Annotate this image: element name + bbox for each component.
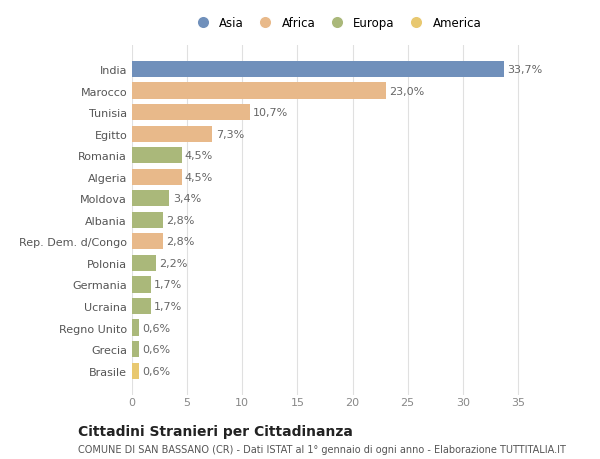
Legend: Asia, Africa, Europa, America: Asia, Africa, Europa, America <box>187 13 485 34</box>
Text: 2,8%: 2,8% <box>166 215 194 225</box>
Text: 2,2%: 2,2% <box>160 258 188 269</box>
Bar <box>132 255 156 271</box>
Text: 0,6%: 0,6% <box>142 366 170 376</box>
Bar <box>132 320 139 336</box>
Text: 4,5%: 4,5% <box>185 172 213 182</box>
Text: COMUNE DI SAN BASSANO (CR) - Dati ISTAT al 1° gennaio di ogni anno - Elaborazion: COMUNE DI SAN BASSANO (CR) - Dati ISTAT … <box>78 444 566 454</box>
Bar <box>132 105 250 121</box>
Bar <box>132 62 503 78</box>
Text: 1,7%: 1,7% <box>154 280 182 290</box>
Bar <box>132 363 139 379</box>
Bar <box>132 126 212 142</box>
Bar <box>132 83 386 100</box>
Text: 33,7%: 33,7% <box>507 65 542 75</box>
Bar <box>132 298 151 314</box>
Text: 4,5%: 4,5% <box>185 151 213 161</box>
Text: 2,8%: 2,8% <box>166 237 194 247</box>
Text: 23,0%: 23,0% <box>389 86 424 96</box>
Text: 0,6%: 0,6% <box>142 344 170 354</box>
Bar <box>132 191 169 207</box>
Bar <box>132 212 163 229</box>
Bar <box>132 234 163 250</box>
Text: 3,4%: 3,4% <box>173 194 201 204</box>
Bar <box>132 277 151 293</box>
Text: 1,7%: 1,7% <box>154 301 182 311</box>
Bar <box>132 148 182 164</box>
Bar <box>132 341 139 358</box>
Text: 7,3%: 7,3% <box>216 129 244 140</box>
Text: 0,6%: 0,6% <box>142 323 170 333</box>
Text: 10,7%: 10,7% <box>253 108 289 118</box>
Bar <box>132 169 182 185</box>
Text: Cittadini Stranieri per Cittadinanza: Cittadini Stranieri per Cittadinanza <box>78 425 353 438</box>
